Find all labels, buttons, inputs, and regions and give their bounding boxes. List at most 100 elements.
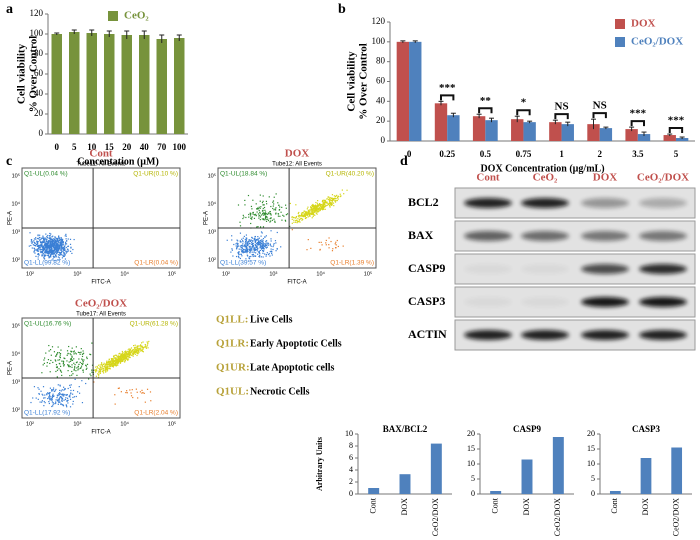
event-dot bbox=[259, 216, 262, 218]
event-dot bbox=[53, 245, 55, 248]
event-dot bbox=[37, 252, 40, 255]
event-dot bbox=[266, 246, 268, 248]
event-dot bbox=[278, 209, 280, 211]
event-dot bbox=[50, 253, 52, 255]
event-dot bbox=[48, 237, 50, 239]
event-dot bbox=[276, 231, 278, 234]
event-dot bbox=[37, 248, 39, 250]
event-dot bbox=[112, 359, 114, 361]
bar bbox=[637, 134, 651, 141]
event-dot bbox=[289, 202, 291, 205]
event-dot bbox=[270, 213, 272, 215]
event-dot bbox=[56, 397, 58, 399]
blot-band bbox=[521, 330, 569, 340]
event-dot bbox=[51, 405, 53, 408]
event-dot bbox=[309, 210, 311, 212]
event-dot bbox=[61, 243, 63, 246]
event-dot bbox=[48, 247, 50, 249]
event-dot bbox=[251, 253, 253, 256]
event-dot bbox=[270, 220, 272, 222]
event-dot bbox=[46, 394, 48, 396]
event-dot bbox=[40, 390, 42, 392]
event-dot bbox=[305, 211, 307, 213]
event-dot bbox=[38, 245, 40, 247]
quadrant-label: Q1-LR(1.39 %) bbox=[330, 260, 374, 267]
event-dot bbox=[311, 208, 313, 210]
event-dot bbox=[316, 202, 318, 204]
event-dot bbox=[313, 209, 315, 212]
event-dot bbox=[247, 244, 249, 247]
event-dot bbox=[240, 249, 242, 251]
event-dot bbox=[45, 251, 47, 253]
event-dot bbox=[259, 200, 261, 202]
event-dot bbox=[126, 358, 128, 360]
event-dot bbox=[112, 355, 115, 358]
event-dot bbox=[244, 251, 247, 253]
event-dot bbox=[238, 248, 240, 250]
event-dot bbox=[37, 234, 39, 236]
event-dot bbox=[303, 214, 305, 216]
event-dot bbox=[330, 202, 332, 205]
event-dot bbox=[38, 393, 40, 395]
event-dot bbox=[52, 244, 54, 246]
event-dot bbox=[59, 253, 61, 256]
row-label: ACTIN bbox=[408, 327, 447, 341]
event-dot bbox=[117, 387, 119, 389]
event-dot bbox=[117, 364, 119, 366]
event-dot bbox=[295, 215, 298, 218]
event-dot bbox=[270, 205, 272, 208]
event-dot bbox=[272, 245, 274, 248]
event-dot bbox=[254, 235, 256, 238]
event-dot bbox=[310, 213, 312, 215]
event-dot bbox=[43, 359, 45, 361]
event-dot bbox=[259, 241, 261, 243]
event-dot bbox=[49, 251, 51, 253]
event-dot bbox=[89, 353, 91, 355]
event-dot bbox=[30, 401, 32, 404]
event-dot bbox=[53, 351, 56, 353]
event-dot bbox=[244, 244, 246, 246]
event-dot bbox=[295, 219, 297, 222]
event-dot bbox=[48, 252, 50, 254]
event-dot bbox=[304, 212, 306, 214]
event-dot bbox=[44, 239, 46, 241]
event-dot bbox=[48, 350, 50, 352]
event-dot bbox=[31, 242, 33, 244]
event-dot bbox=[48, 249, 51, 252]
event-dot bbox=[261, 241, 264, 243]
event-dot bbox=[319, 207, 321, 209]
event-dot bbox=[275, 207, 277, 209]
event-dot bbox=[308, 214, 311, 216]
event-dot bbox=[72, 351, 75, 353]
event-dot bbox=[45, 246, 47, 248]
quadrant-label: Q1-UR(0.10 %) bbox=[133, 171, 178, 178]
event-dot bbox=[48, 396, 50, 398]
event-dot bbox=[136, 346, 139, 348]
event-dot bbox=[252, 255, 254, 258]
event-dot bbox=[111, 365, 113, 367]
event-dot bbox=[75, 370, 77, 372]
x-tick-label: 0 bbox=[407, 149, 412, 159]
event-dot bbox=[259, 239, 262, 242]
event-dot bbox=[339, 195, 341, 198]
event-dot bbox=[311, 208, 313, 210]
event-dot bbox=[261, 218, 263, 220]
event-dot bbox=[260, 247, 262, 249]
event-dot bbox=[37, 250, 40, 252]
event-dot bbox=[61, 398, 63, 401]
event-dot bbox=[53, 245, 55, 247]
y-tick-label: 100 bbox=[30, 28, 44, 38]
event-dot bbox=[55, 355, 57, 357]
event-dot bbox=[78, 392, 81, 394]
y-axis-label: % Over Control bbox=[358, 43, 370, 120]
event-dot bbox=[293, 219, 295, 221]
event-dot bbox=[260, 256, 263, 258]
event-dot bbox=[255, 240, 257, 242]
event-dot bbox=[69, 353, 71, 355]
event-dot bbox=[36, 241, 38, 243]
event-dot bbox=[265, 215, 267, 217]
legend-label: CeO₂/DOX bbox=[631, 36, 683, 48]
event-dot bbox=[132, 396, 134, 399]
significance-label: NS bbox=[593, 100, 607, 112]
event-dot bbox=[69, 358, 72, 360]
